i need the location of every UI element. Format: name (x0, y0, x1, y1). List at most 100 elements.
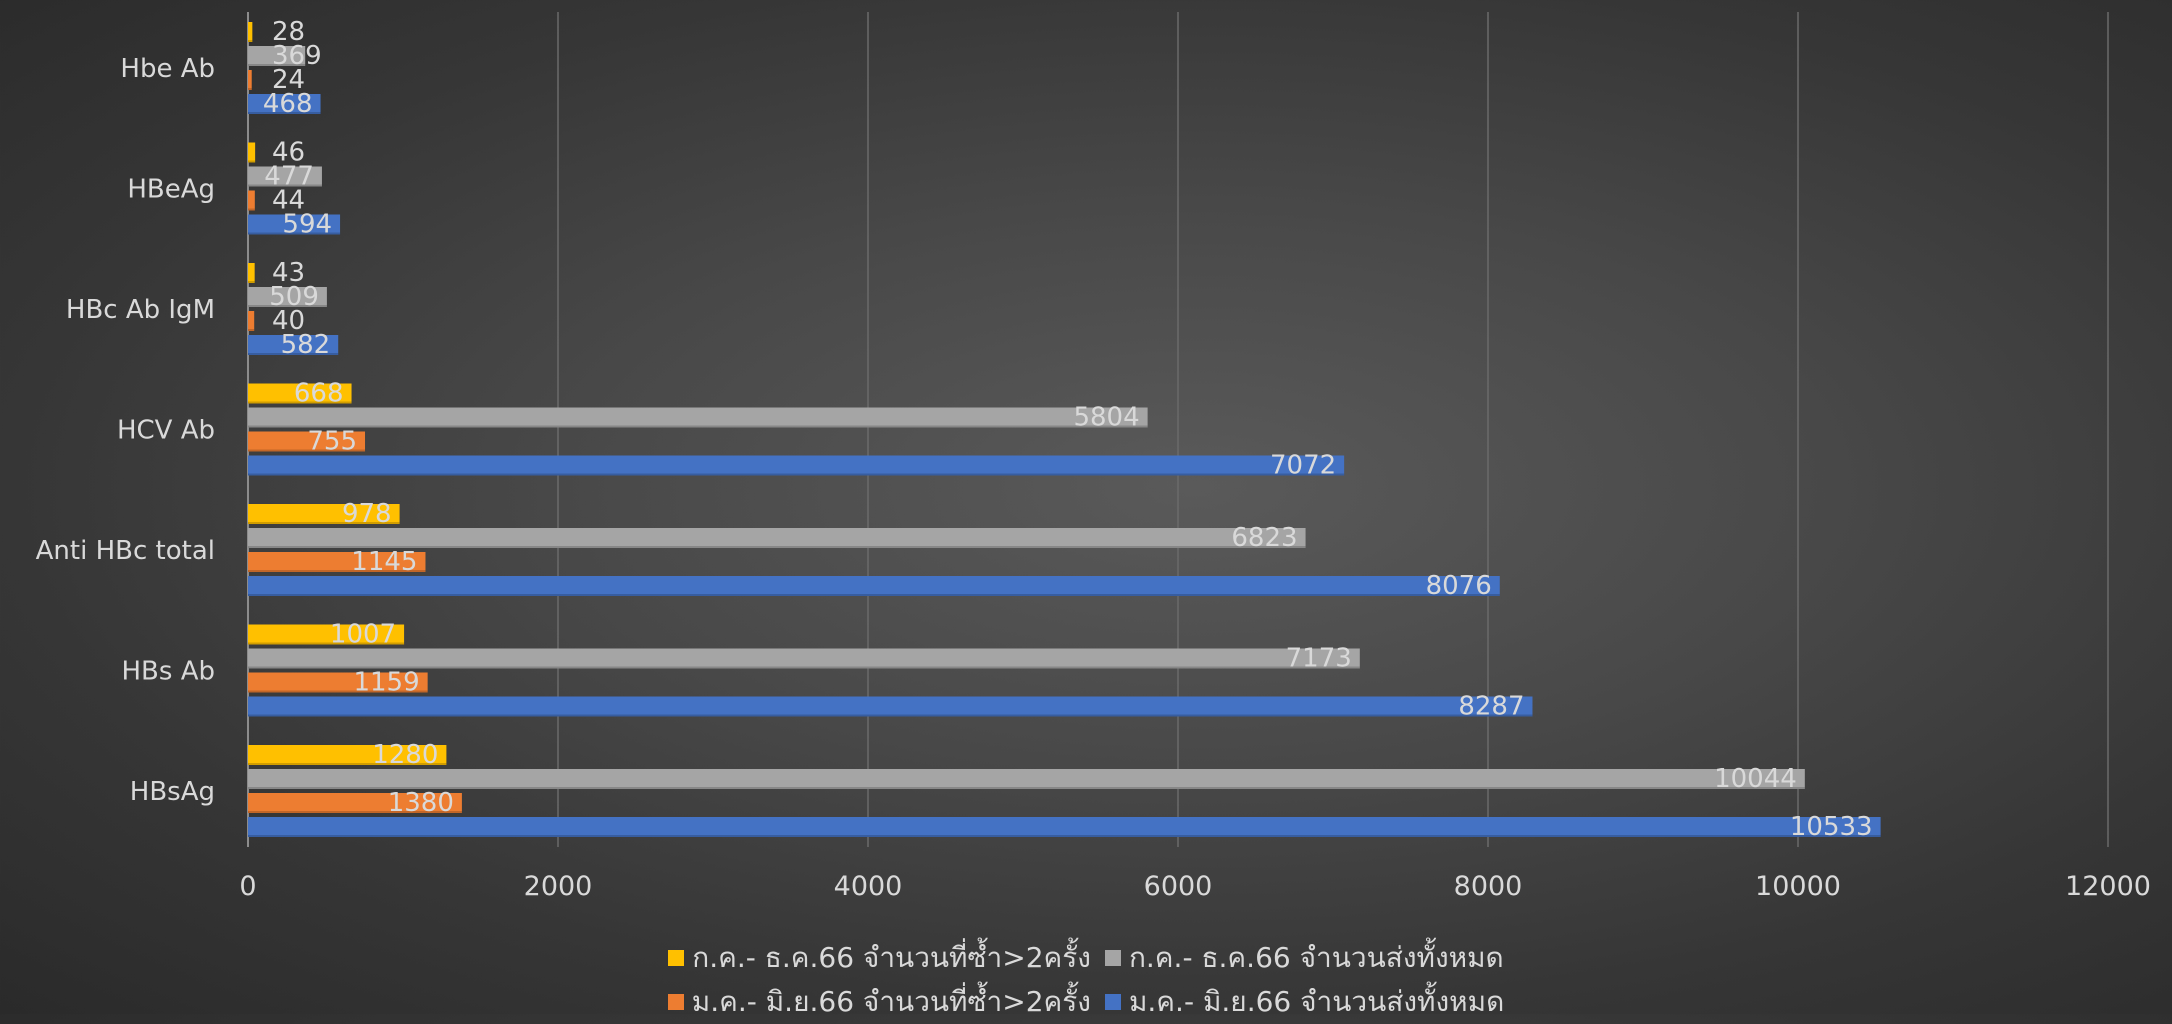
bar-shadow (248, 546, 1306, 548)
data-label: 582 (281, 330, 331, 360)
data-label: 6823 (1231, 523, 1297, 553)
data-label: 8076 (1426, 571, 1492, 601)
x-tick-label: 10000 (1755, 871, 1841, 902)
bar-shadow (248, 811, 462, 813)
x-tick-label: 12000 (2065, 871, 2151, 902)
bar-shadow (248, 570, 426, 572)
bar (248, 696, 1533, 717)
x-tick-label: 2000 (524, 871, 593, 902)
bar (248, 624, 405, 645)
bar (248, 672, 428, 693)
bar-shadow (248, 787, 1805, 789)
data-label: 594 (282, 210, 332, 240)
legend-label: ม.ค.- มิ.ย.66 จำนวนที่ซ้ำ>2ครั้ง (691, 985, 1091, 1018)
data-label: 509 (269, 282, 319, 312)
data-label: 10533 (1790, 812, 1873, 842)
bar (248, 22, 253, 42)
bar (248, 166, 322, 187)
bar (248, 311, 255, 331)
legend-swatch (1104, 950, 1121, 966)
bar-shadow (248, 305, 327, 307)
legend-label: ม.ค.- มิ.ย.66 จำนวนส่งทั้งหมด (1128, 985, 1505, 1018)
bar (248, 94, 321, 114)
data-label: 43 (272, 258, 305, 288)
legend-swatch (668, 950, 685, 966)
bar-shadow (248, 112, 321, 114)
legend-swatch (1104, 994, 1121, 1010)
bar (248, 142, 256, 163)
bar (248, 817, 1881, 837)
bar-shadow (248, 666, 1360, 669)
data-label: 1007 (330, 620, 396, 650)
bar (248, 793, 462, 813)
bar-shadow (248, 208, 255, 211)
data-label: 1159 (353, 668, 419, 698)
bar (248, 335, 339, 355)
bar-shadow (248, 88, 252, 90)
bar-shadow (248, 425, 1148, 428)
bar (248, 383, 352, 404)
data-label: 468 (263, 89, 313, 119)
data-label: 28 (272, 17, 305, 47)
data-label: 7173 (1286, 644, 1352, 674)
category-label: Hbe Ab (120, 54, 215, 84)
legend-item: ก.ค.- ธ.ค.66 จำนวนที่ซ้ำ>2ครั้ง (668, 936, 1091, 980)
bar-shadow (248, 690, 428, 693)
bar-shadow (248, 594, 1500, 596)
data-label: 978 (342, 499, 392, 529)
legend-label: ก.ค.- ธ.ค.66 จำนวนส่งทั้งหมด (1128, 941, 1504, 974)
data-label: 8287 (1458, 692, 1524, 722)
bar-shadow (248, 40, 253, 42)
data-label: 40 (272, 306, 305, 336)
x-tick-label: 0 (239, 871, 256, 902)
data-label: 1145 (351, 547, 417, 577)
bar (248, 263, 255, 283)
data-label: 24 (272, 65, 305, 95)
category-label: HBsAg (130, 777, 215, 807)
bar-shadow (248, 353, 339, 355)
bar (248, 504, 400, 524)
bar (248, 70, 252, 90)
category-label: HBeAg (127, 175, 215, 205)
legend-item: ม.ค.- มิ.ย.66 จำนวนส่งทั้งหมด (1104, 980, 1505, 1024)
bar (248, 769, 1805, 789)
bar-shadow (248, 329, 255, 331)
bar (248, 214, 341, 235)
data-label: 369 (272, 41, 322, 71)
bar-shadow (248, 184, 322, 187)
bar-shadow (248, 763, 447, 765)
bar-shadow (248, 835, 1881, 837)
data-label: 5804 (1073, 403, 1139, 433)
x-tick-label: 4000 (834, 871, 903, 902)
x-tick-label: 8000 (1454, 871, 1523, 902)
bar-shadow (248, 281, 255, 283)
category-label: HCV Ab (117, 416, 215, 446)
bar (248, 190, 255, 211)
category-label: Anti HBc total (36, 536, 215, 566)
legend-swatch (667, 994, 684, 1010)
bar-shadow (248, 449, 366, 452)
legend-item: ม.ค.- มิ.ย.66 จำนวนที่ซ้ำ>2ครั้ง (667, 980, 1091, 1024)
bar-shadow (248, 522, 400, 524)
category-labels: HBsAg HBs Ab Anti HBc total HCV Ab HBc Ab Ig… (36, 54, 215, 807)
data-label: 755 (307, 427, 357, 457)
data-label: 668 (294, 379, 344, 409)
legend-label: ก.ค.- ธ.ค.66 จำนวนที่ซ้ำ>2ครั้ง (692, 941, 1091, 974)
bar-shadow (248, 160, 256, 163)
legend-item: ก.ค.- ธ.ค.66 จำนวนส่งทั้งหมด (1104, 936, 1504, 980)
data-label: 44 (272, 186, 305, 216)
category-label: HBs Ab (122, 657, 216, 687)
bar-shadow (248, 401, 352, 404)
data-label: 477 (264, 162, 314, 192)
legend-row-2: ม.ค.- มิ.ย.66 จำนวนที่ซ้ำ>2ครั้ง ม.ค.- มิ… (0, 980, 2172, 1024)
x-axis-tick-labels: 0 2000 4000 6000 8000 10000 12000 (239, 871, 2151, 902)
bar-shadow (248, 642, 405, 645)
category-label: HBc Ab IgM (66, 295, 215, 325)
data-label: 1380 (388, 788, 454, 818)
bar (248, 576, 1500, 596)
bar-shadow (248, 714, 1533, 717)
bar (248, 648, 1360, 669)
bar (248, 46, 306, 66)
bar (248, 528, 1306, 548)
